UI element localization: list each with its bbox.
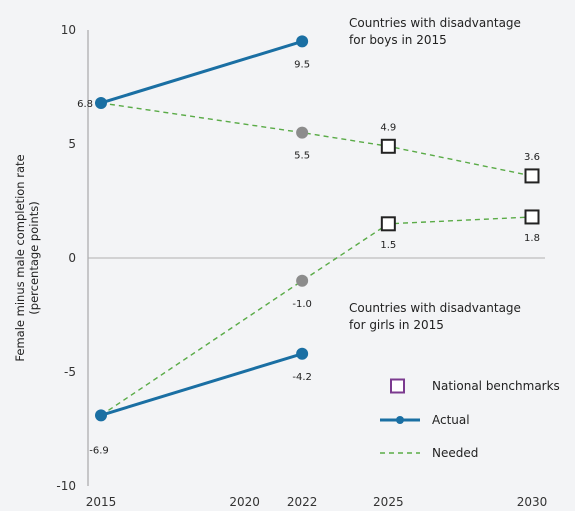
actual-point — [95, 96, 107, 109]
legend-label: Actual — [432, 413, 470, 427]
annotation-girls: Countries with disadvantage for girls in … — [349, 301, 521, 332]
benchmark-square — [524, 168, 540, 184]
y-tick-label: -5 — [64, 365, 76, 379]
legend-benchmark-icon — [390, 378, 405, 394]
benchmark-square — [524, 209, 540, 225]
series-lines — [100, 39, 533, 417]
data-label: 3.6 — [524, 152, 540, 163]
benchmark-square — [380, 216, 396, 232]
actual-point — [296, 347, 309, 360]
data-label: 4.9 — [380, 122, 396, 133]
actual-line — [100, 39, 303, 105]
actual-point — [95, 409, 107, 422]
series-marks — [95, 35, 540, 422]
needed-line — [100, 102, 533, 177]
annotation-line: Countries with disadvantage — [349, 16, 521, 30]
annotation-boys: Countries with disadvantage for boys in 2… — [349, 16, 521, 47]
actual-line — [100, 352, 303, 417]
annotation-line: for girls in 2015 — [349, 318, 444, 332]
y-tick-label: 10 — [61, 23, 76, 37]
y-axis-title-line: Female minus male completion rate — [13, 154, 27, 361]
x-tick-label: 2022 — [287, 495, 318, 509]
y-axis-title-line: (percentage points) — [27, 201, 41, 314]
data-label: 1.5 — [380, 240, 396, 251]
legend: National benchmarks Actual Needed — [380, 378, 560, 460]
data-label: -4.2 — [292, 372, 312, 383]
data-label: 1.8 — [524, 233, 540, 244]
data-label: 6.8 — [77, 99, 93, 110]
axes: 10 5 0 -5 -10 2015 2020 2022 2025 2030 Female minu… — [13, 23, 547, 509]
y-tick-label: 0 — [68, 251, 76, 265]
legend-label: Needed — [432, 446, 478, 460]
needed-point — [296, 274, 309, 287]
x-tick-label: 2025 — [373, 495, 404, 509]
y-tick-label: -10 — [56, 479, 76, 493]
x-tick-label: 2020 — [229, 495, 260, 509]
legend-label: National benchmarks — [432, 379, 560, 393]
x-tick-label: 2030 — [517, 495, 548, 509]
data-label: -1.0 — [292, 299, 312, 310]
annotation-line: Countries with disadvantage — [349, 301, 521, 315]
legend-actual-point — [396, 416, 404, 424]
data-labels: 6.8 9.5 5.5 4.9 3.6 -6.9 -4.2 -1.0 1.5 1.8 — [77, 59, 540, 456]
x-tick-label: 2015 — [86, 495, 117, 509]
data-label: 5.5 — [294, 151, 310, 162]
actual-point — [296, 35, 309, 48]
y-tick-label: 5 — [68, 137, 76, 151]
y-axis-title: Female minus male completion rate(percen… — [13, 154, 41, 361]
needed-point — [296, 126, 309, 139]
needed-line — [100, 216, 533, 416]
benchmark-square — [380, 138, 396, 154]
data-label: 9.5 — [294, 59, 310, 70]
data-label: -6.9 — [89, 445, 109, 456]
annotation-line: for boys in 2015 — [349, 33, 447, 47]
annotations: Countries with disadvantage for boys in 2… — [349, 16, 521, 332]
